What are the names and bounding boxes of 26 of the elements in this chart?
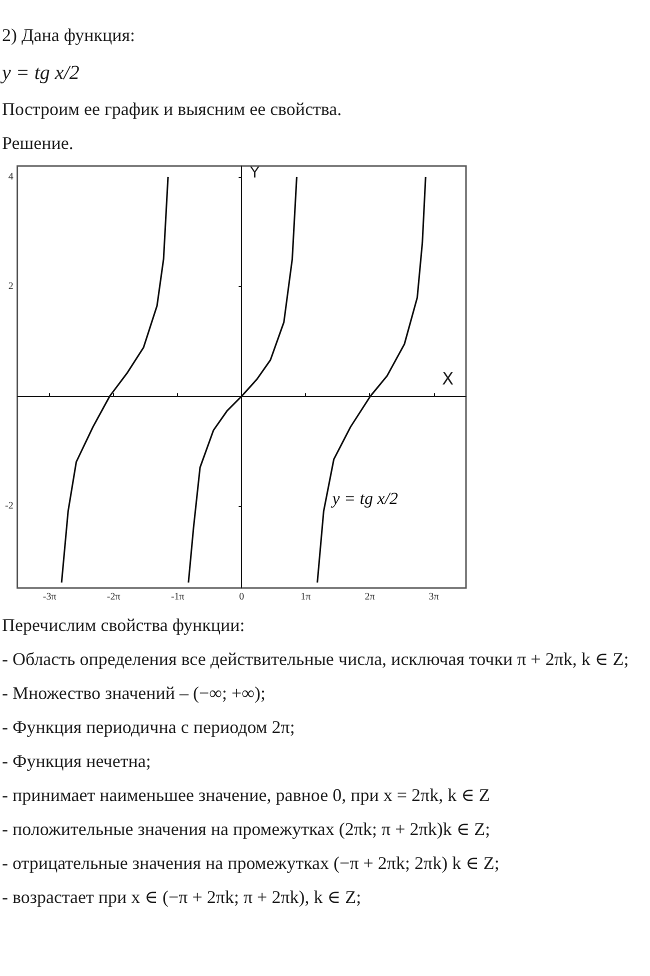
text: Построим ее график и выясним ее свойства. xyxy=(2,98,343,121)
text: - Функция периодична с периодом 2π; xyxy=(2,716,296,739)
chart-subtitle: y = tg x/2 xyxy=(2,61,80,86)
text: - возрастает при x ∈ (−π + 2πk; π + 2πk), k ∈ Z; xyxy=(2,886,362,909)
x-axis-title: X xyxy=(442,370,454,390)
text: - принимает наименьшее значение, равное 0, при x = 2πk, k ∈ Z xyxy=(2,784,491,807)
y-tick-label: -2 xyxy=(4,500,14,512)
x-tick-label: 0 xyxy=(239,592,244,602)
x-tick-label: -2π xyxy=(106,592,120,602)
x-tick-label: 2π xyxy=(364,592,375,602)
series-label: y = tg x/2 xyxy=(330,489,398,508)
y-axis-title: Y xyxy=(249,164,260,182)
y-tick-label: 2 xyxy=(8,281,14,292)
chart-title: 2) Дана функция: xyxy=(2,24,136,47)
text: Решение. xyxy=(2,132,74,155)
text: - отрицательные значения на промежутках (−π + 2πk; 2πk) k ∈ Z; xyxy=(2,852,500,875)
text: - Функция нечетна; xyxy=(2,750,152,773)
text: Перечислим свойства функции: xyxy=(2,614,246,637)
text: - Множество значений – (−∞; +∞); xyxy=(2,682,266,705)
x-tick-label: -3π xyxy=(42,592,56,602)
text: - положительные значения на промежутках (2πk; π + 2πk)k ∈ Z; xyxy=(2,818,492,841)
y-tick-label: 4 xyxy=(8,171,14,182)
x-tick-label: 3π xyxy=(428,592,439,602)
x-tick-label: 1π xyxy=(300,592,311,602)
text: - Область определения все действительные числа, исключая точки π + 2πk, k ∈ Z; xyxy=(2,648,630,671)
x-tick-label: -1π xyxy=(170,592,184,602)
